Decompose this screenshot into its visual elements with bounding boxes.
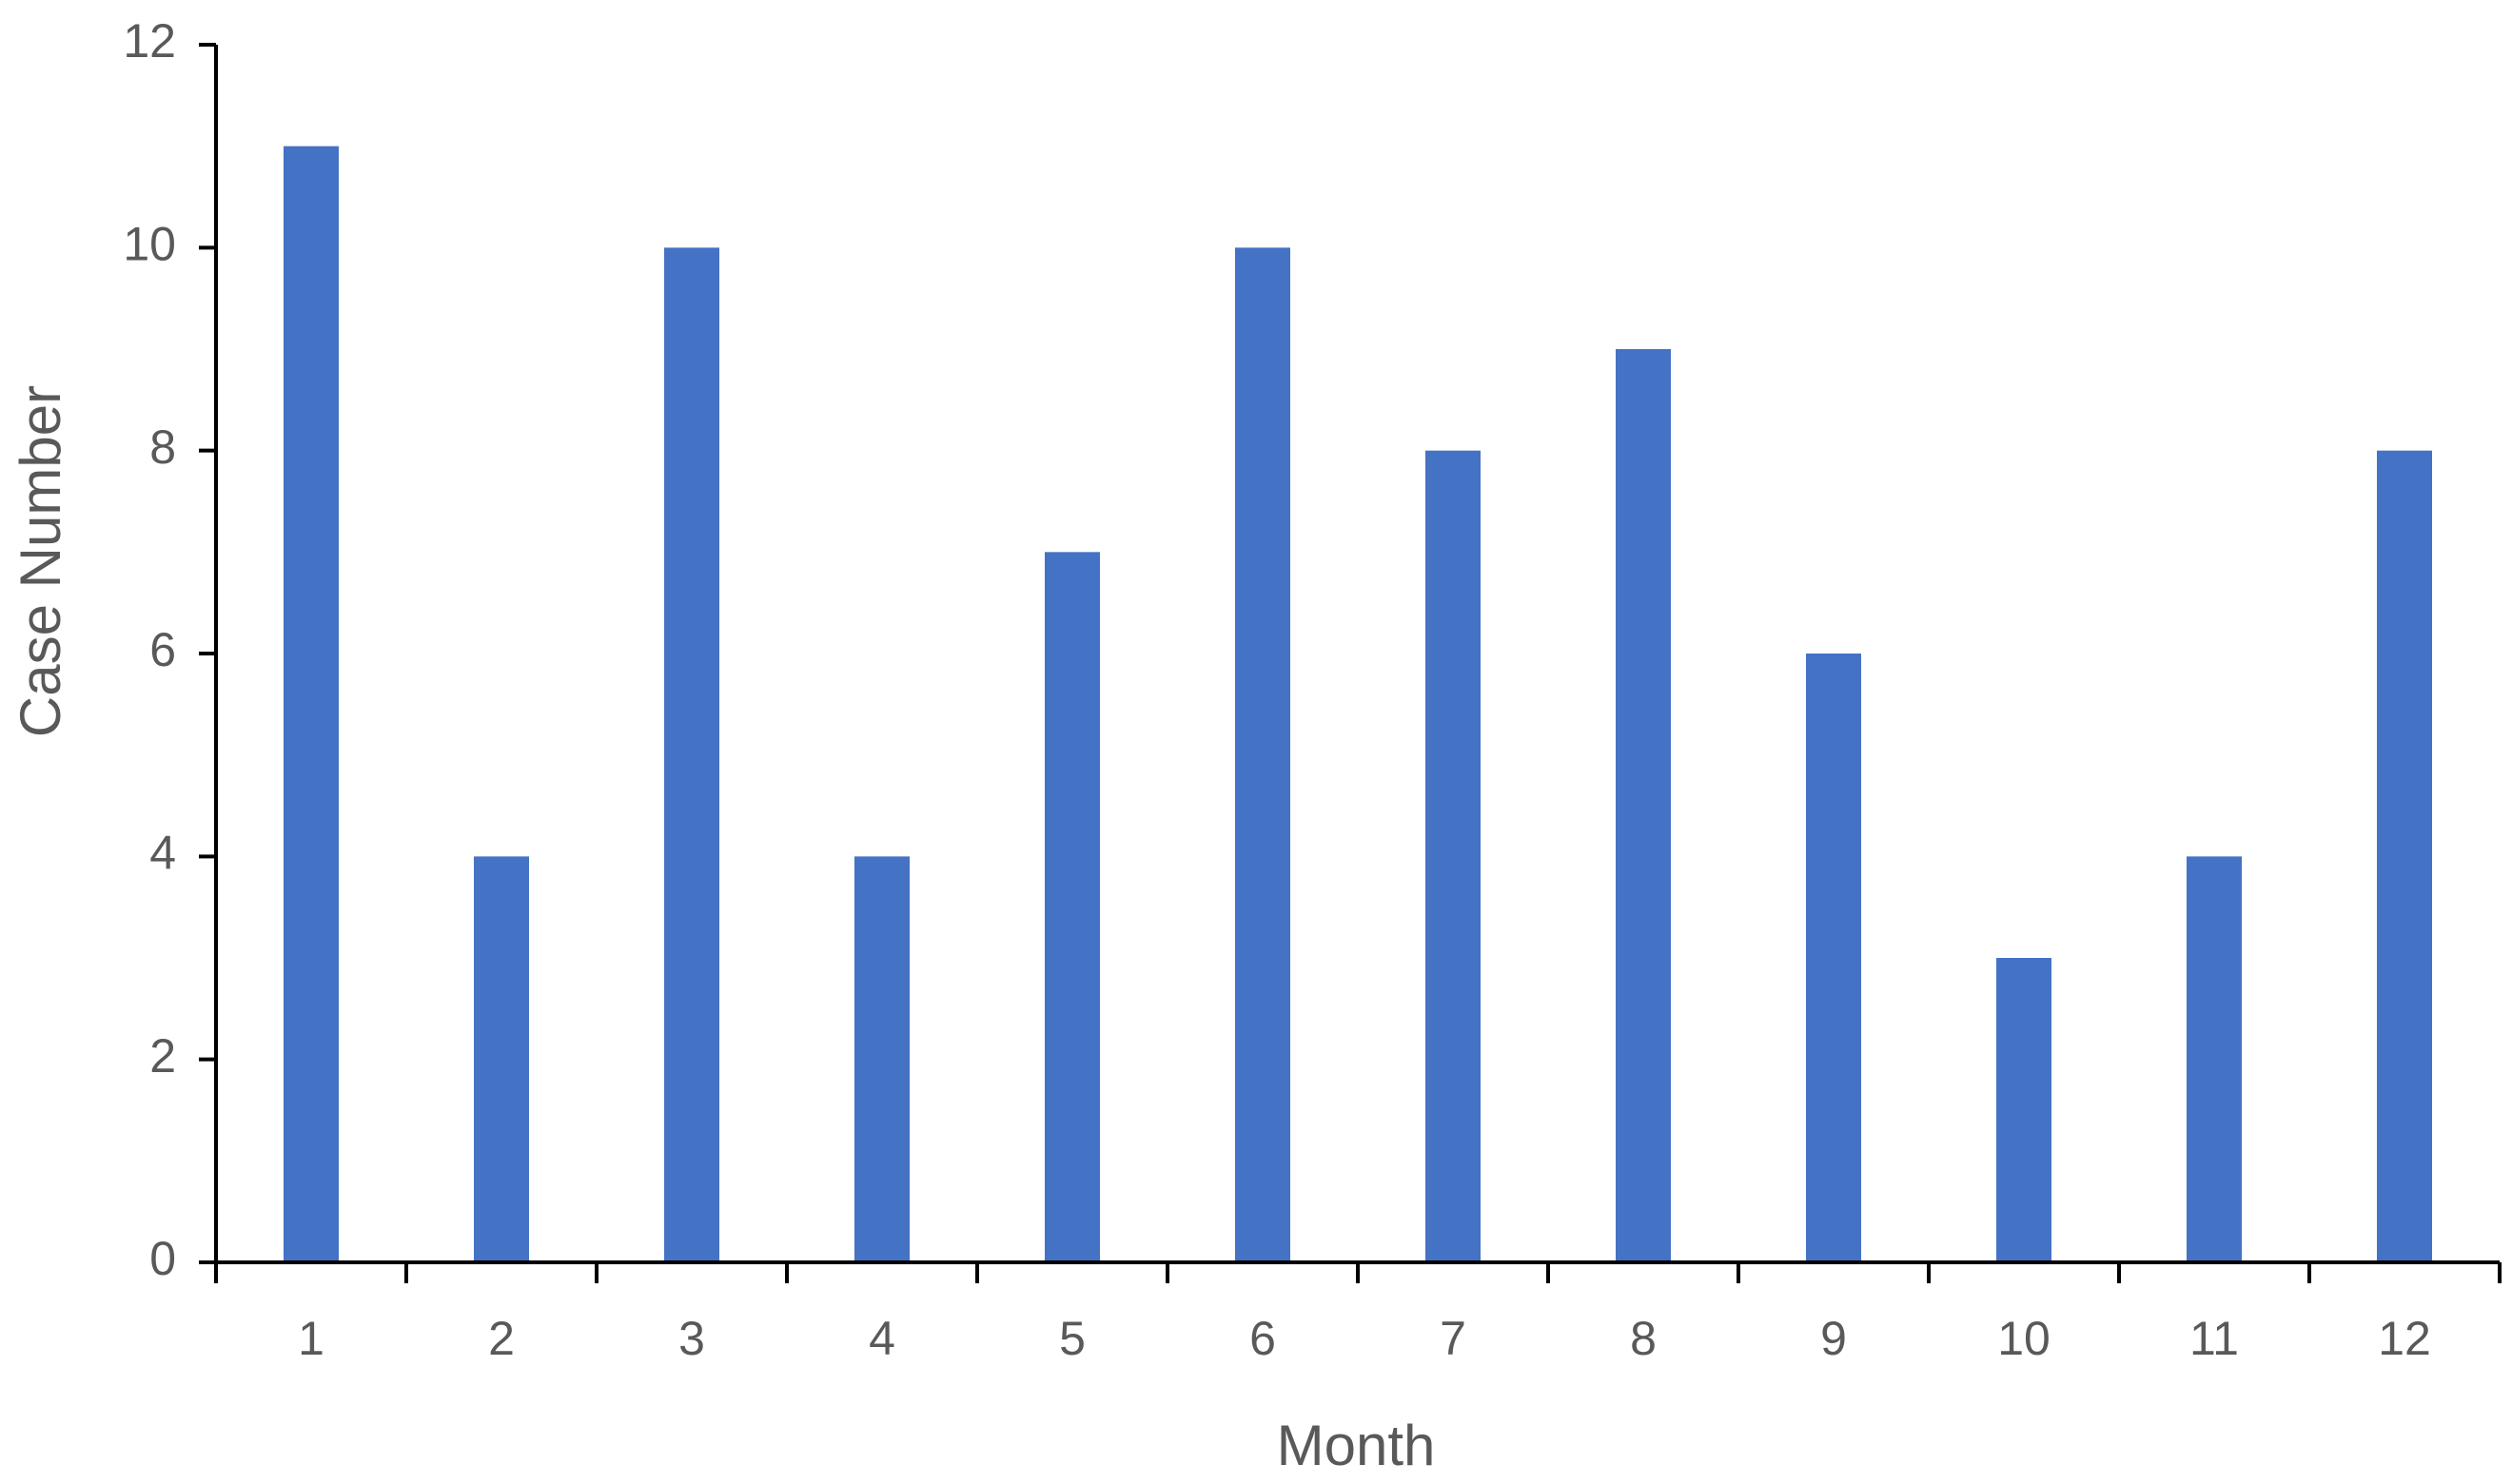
bar bbox=[1806, 654, 1861, 1262]
x-tick-label: 9 bbox=[1820, 1312, 1847, 1365]
bar bbox=[2377, 450, 2432, 1263]
bar bbox=[1045, 552, 1100, 1262]
x-tick-label: 11 bbox=[2189, 1312, 2239, 1365]
x-tick-label: 1 bbox=[298, 1312, 324, 1365]
bar bbox=[474, 856, 529, 1262]
x-axis-title: Month bbox=[1277, 1414, 1436, 1477]
x-tick-label: 2 bbox=[488, 1312, 515, 1365]
bar bbox=[284, 146, 339, 1263]
bar bbox=[1425, 450, 1481, 1263]
bar bbox=[2187, 856, 2242, 1262]
bar bbox=[664, 247, 719, 1262]
x-tick-label: 12 bbox=[2378, 1312, 2431, 1365]
x-tick-label: 8 bbox=[1630, 1312, 1657, 1365]
x-tick-label: 7 bbox=[1440, 1312, 1466, 1365]
x-tick-label: 4 bbox=[869, 1312, 895, 1365]
y-tick-label: 0 bbox=[149, 1232, 176, 1285]
x-tick-label: 3 bbox=[678, 1312, 705, 1365]
y-axis-title: Case Number bbox=[9, 385, 72, 737]
bar bbox=[854, 856, 910, 1262]
y-tick-label: 8 bbox=[149, 420, 176, 474]
bar bbox=[1235, 247, 1290, 1262]
bar bbox=[1616, 349, 1671, 1262]
y-tick-label: 4 bbox=[149, 827, 176, 880]
x-tick-label: 6 bbox=[1249, 1312, 1276, 1365]
y-tick-label: 10 bbox=[123, 218, 176, 271]
x-tick-label: 5 bbox=[1059, 1312, 1086, 1365]
y-tick-label: 2 bbox=[149, 1029, 176, 1083]
y-tick-label: 6 bbox=[149, 623, 176, 676]
bar bbox=[1996, 958, 2051, 1262]
x-tick-label: 10 bbox=[1997, 1312, 2051, 1365]
y-tick-label: 12 bbox=[123, 14, 176, 68]
